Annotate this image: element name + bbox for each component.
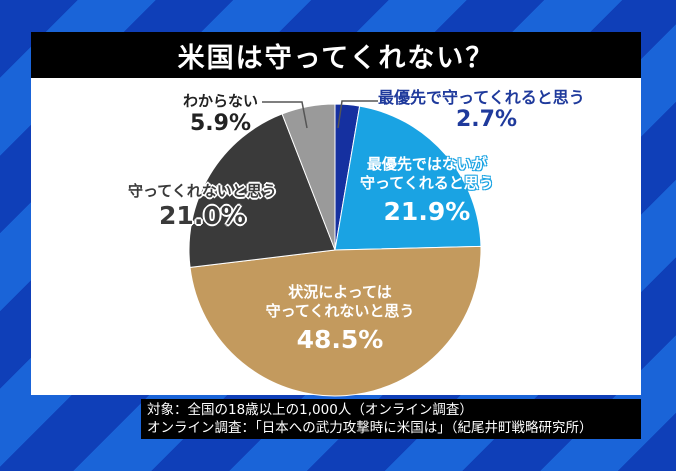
label-depends-line1: 状況によっては (288, 283, 392, 301)
label-wont-protect-value: 21.0% (159, 201, 246, 230)
label-depends-line2: 守ってくれないと思う (265, 302, 415, 320)
label-top-priority: 最優先で守ってくれると思う 2.7% (378, 88, 585, 133)
leader-line-top-priority (337, 100, 378, 129)
slice-not-top-priority (334, 105, 482, 251)
label-wont-protect: 守ってくれないと思う 21.0% (128, 182, 277, 231)
label-dont-know: わからない 5.9% (183, 92, 258, 137)
title-bar: 米国は守ってくれない？ (31, 32, 641, 78)
label-not-top-priority-line2: 守ってくれると思う (360, 174, 494, 192)
slice-wont-protect (188, 113, 336, 268)
slice-dont-know (281, 103, 336, 251)
label-dont-know-text: わからない (183, 92, 259, 110)
label-top-priority-value: 2.7% (456, 107, 518, 132)
label-not-top-priority-line1: 最優先ではないが (366, 155, 487, 173)
footer-survey-target: 対象：全国の18歳以上の1,000人（オンライン調査） (147, 402, 473, 418)
leader-line-dont-know (262, 101, 308, 129)
label-not-top-priority: 最優先ではないが 守ってくれると思う 21.9% (360, 155, 494, 227)
slice-depends (189, 245, 482, 397)
source-footer: 対象：全国の18歳以上の1,000人（オンライン調査） オンライン調査：「日本へ… (141, 399, 641, 439)
chart-title: 米国は守ってくれない？ (177, 42, 495, 74)
label-top-priority-text: 最優先で守ってくれると思う (378, 88, 585, 107)
label-dont-know-value: 5.9% (190, 111, 252, 136)
label-depends-value: 48.5% (296, 325, 384, 354)
label-depends: 状況によっては 守ってくれないと思う 48.5% (265, 283, 415, 355)
label-not-top-priority-value: 21.9% (383, 197, 471, 226)
label-wont-protect-text: 守ってくれないと思う (128, 182, 277, 200)
footer-survey-source: オンライン調査：「日本への武力攻撃時に米国は」（紀尾井町戦略研究所） (147, 420, 593, 436)
